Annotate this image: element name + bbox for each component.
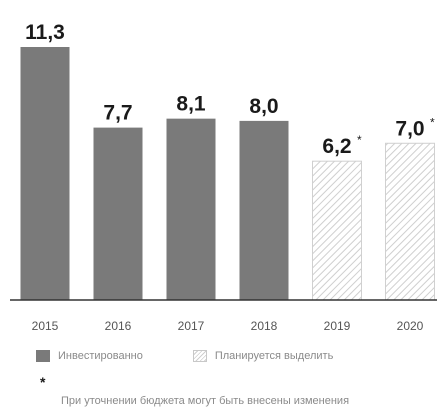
x-tick-2018: 2018: [251, 319, 278, 333]
legend-planned-swatch: [192, 350, 207, 362]
bar-2020: [385, 142, 435, 301]
bar-chart: 11,37,7 8,1 8,06,2 * 7,0 * 2015 2016 2017 2018 20…: [10, 21, 437, 333]
x-tick-2015: 2015: [32, 319, 59, 333]
value-label-2019: 6,2: [322, 135, 351, 158]
legend-invested-swatch: [36, 350, 50, 362]
bar-2018: [239, 120, 289, 301]
value-label-2015: 11,3: [25, 21, 65, 44]
legend-planned-label: Планируется выделить: [214, 350, 334, 362]
bar-2015: [20, 47, 70, 300]
value-label-2017: 8,1: [176, 93, 206, 116]
footnote-text: При уточнении бюджета могут быть внесены…: [61, 395, 350, 407]
value-label-2016: 7,7: [103, 102, 132, 125]
x-tick-labels-group: 2015 2016 2017 2018 2019 2020: [32, 319, 424, 333]
legend-invested-label: Инвестированно: [58, 350, 143, 362]
asterisk-2020: *: [430, 115, 435, 129]
bar-2019: [312, 160, 362, 301]
x-tick-2019: 2019: [324, 319, 351, 333]
legend: Инвестированно Планируется выделить: [36, 350, 333, 362]
x-tick-2020: 2020: [397, 319, 424, 333]
x-tick-2017: 2017: [178, 319, 205, 333]
asterisk-2019: *: [357, 133, 362, 147]
value-label-2020: 7,0: [395, 117, 424, 140]
value-label-2018: 8,0: [249, 95, 278, 118]
bars-group: [20, 47, 435, 301]
bar-2016: [93, 127, 143, 300]
footnote-asterisk: *: [40, 374, 46, 390]
value-labels-group: 11,3 7,7 8,1 8,0 6,2 * 7,0 *: [25, 21, 435, 158]
x-tick-2016: 2016: [105, 319, 132, 333]
bar-2017: [166, 118, 216, 300]
